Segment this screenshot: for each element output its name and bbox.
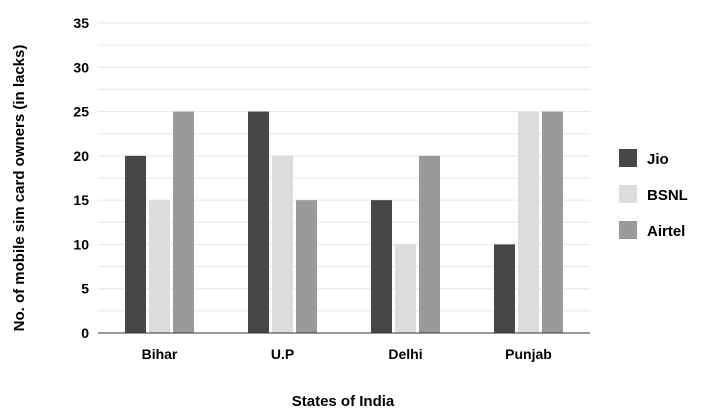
bar-jio-punjab bbox=[494, 244, 515, 333]
y-tick-label: 30 bbox=[73, 59, 89, 75]
bars bbox=[125, 111, 563, 333]
bar-bsnl-bihar bbox=[149, 200, 170, 333]
legend: Jio BSNL Airtel bbox=[619, 149, 688, 240]
bar-airtel-up bbox=[296, 200, 317, 333]
x-axis-ticks: Bihar U.P Delhi Punjab bbox=[142, 346, 552, 362]
y-tick-label: 5 bbox=[81, 281, 89, 297]
legend-swatch-jio bbox=[619, 149, 637, 167]
x-tick-label: Delhi bbox=[388, 346, 422, 362]
bar-airtel-bihar bbox=[173, 111, 194, 333]
bar-airtel-punjab bbox=[542, 111, 563, 333]
legend-label-jio: Jio bbox=[647, 151, 669, 168]
x-tick-label: Punjab bbox=[505, 346, 552, 362]
y-tick-label: 15 bbox=[73, 192, 89, 208]
y-axis-title: No. of mobile sim card owners (in lacks) bbox=[11, 45, 28, 332]
y-tick-label: 35 bbox=[73, 15, 89, 31]
y-axis-ticks: 0 5 10 15 20 25 30 35 bbox=[73, 15, 89, 341]
bar-bsnl-punjab bbox=[518, 111, 539, 333]
bar-jio-bihar bbox=[125, 155, 146, 333]
legend-label-bsnl: BSNL bbox=[647, 187, 688, 204]
x-tick-label: U.P bbox=[271, 346, 294, 362]
y-tick-label: 25 bbox=[73, 104, 89, 120]
y-tick-label: 0 bbox=[81, 325, 89, 341]
bar-airtel-delhi bbox=[419, 155, 440, 333]
y-tick-label: 10 bbox=[73, 236, 89, 252]
x-tick-label: Bihar bbox=[142, 346, 178, 362]
bar-jio-up bbox=[248, 111, 269, 333]
legend-swatch-bsnl bbox=[619, 185, 637, 203]
y-tick-label: 20 bbox=[73, 148, 89, 164]
bar-bsnl-up bbox=[272, 155, 293, 333]
gridlines bbox=[98, 22, 590, 334]
x-axis-title: States of India bbox=[292, 393, 395, 410]
bar-jio-delhi bbox=[371, 200, 392, 333]
legend-label-airtel: Airtel bbox=[647, 223, 685, 240]
legend-swatch-airtel bbox=[619, 221, 637, 239]
bar-bsnl-delhi bbox=[395, 244, 416, 333]
